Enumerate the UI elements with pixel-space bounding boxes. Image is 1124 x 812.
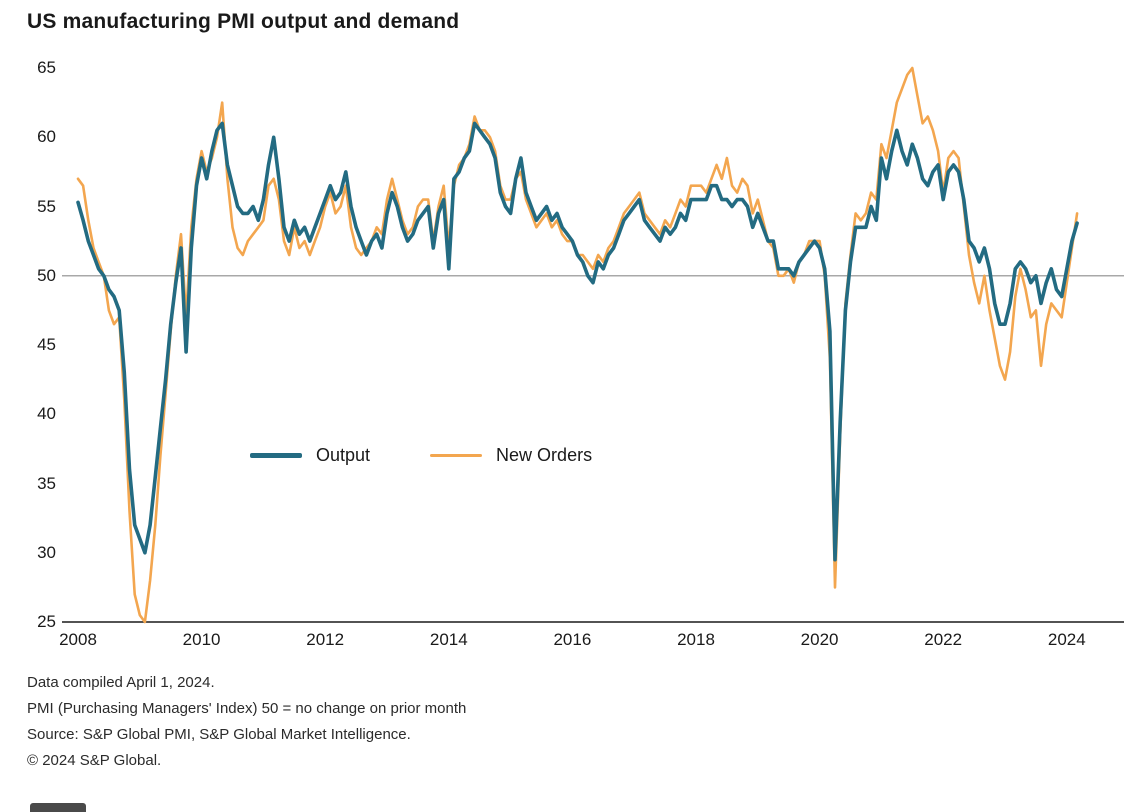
footnote-copyright: © 2024 S&P Global. bbox=[27, 752, 162, 769]
x-tick-label: 2024 bbox=[1047, 630, 1086, 649]
output-line bbox=[76, 121, 1079, 562]
x-tick-label: 2014 bbox=[429, 630, 468, 649]
y-tick-label: 30 bbox=[37, 542, 56, 562]
y-tick-label: 40 bbox=[37, 404, 56, 424]
legend-item-new-orders: New Orders bbox=[430, 445, 592, 466]
legend-label-output: Output bbox=[316, 445, 371, 465]
x-tick-label: 2022 bbox=[924, 630, 963, 649]
chart-title: US manufacturing PMI output and demand bbox=[27, 10, 460, 33]
y-tick-label: 35 bbox=[37, 473, 56, 493]
legend-item-output: Output bbox=[250, 445, 370, 466]
new-orders-line bbox=[76, 66, 1079, 624]
x-tick-label: 2008 bbox=[59, 630, 97, 649]
legend-label-new-orders: New Orders bbox=[496, 445, 593, 465]
footnote-source: Source: S&P Global PMI, S&P Global Marke… bbox=[27, 726, 411, 743]
legend: Output New Orders bbox=[250, 445, 592, 466]
y-tick-label: 50 bbox=[37, 265, 56, 285]
x-tick-label: 2016 bbox=[553, 630, 592, 649]
cropped-logo-fragment bbox=[30, 803, 86, 812]
x-tick-label: 2020 bbox=[800, 630, 839, 649]
y-tick-label: 45 bbox=[37, 335, 56, 354]
footnote-compiled: Data compiled April 1, 2024. bbox=[27, 674, 215, 691]
y-tick-label: 55 bbox=[37, 196, 56, 216]
x-tick-label: 2010 bbox=[182, 630, 221, 649]
x-tick-label: 2012 bbox=[306, 630, 345, 649]
footnotes: Data compiled April 1, 2024. PMI (Purcha… bbox=[27, 670, 466, 774]
y-tick-label: 65 bbox=[37, 58, 56, 77]
footnote-pmi-definition: PMI (Purchasing Managers' Index) 50 = no… bbox=[27, 700, 467, 717]
y-tick-label: 25 bbox=[37, 612, 56, 631]
x-tick-label: 2018 bbox=[677, 630, 715, 649]
output-line-swatch bbox=[250, 453, 302, 458]
y-tick-label: 60 bbox=[37, 127, 56, 147]
new-orders-line-swatch bbox=[430, 453, 483, 458]
